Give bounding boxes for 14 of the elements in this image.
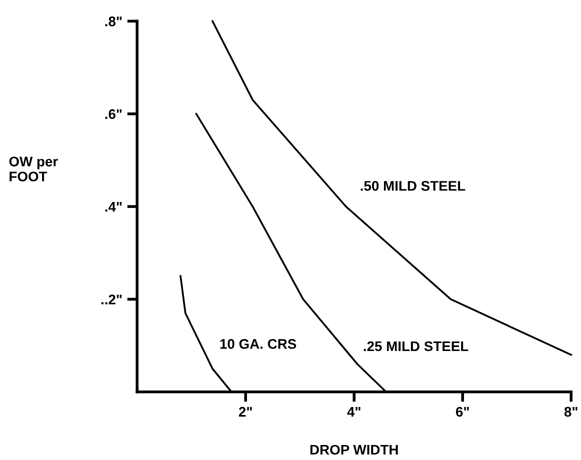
series-label: 10 GA. CRS	[220, 339, 296, 349]
x-tick-label: 6"	[456, 406, 469, 417]
x-axis-title: DROP WIDTH	[310, 444, 398, 455]
x-tick-label: 4"	[347, 407, 360, 417]
y-tick-label: .4"	[105, 202, 122, 212]
y-tick-label: .6"	[105, 109, 122, 120]
y-tick-label: .8"	[105, 16, 122, 26]
x-tick-label: 8"	[564, 406, 578, 417]
line-series	[212, 20, 572, 356]
series-label: .25 MILD STEEL	[364, 341, 468, 352]
x-tick-label: 2"	[238, 406, 252, 417]
series-label: .50 MILD STEEL	[360, 180, 466, 191]
y-tick-label: ..2"	[101, 294, 122, 304]
y-axis-title: OW per FOOT	[9, 156, 58, 182]
